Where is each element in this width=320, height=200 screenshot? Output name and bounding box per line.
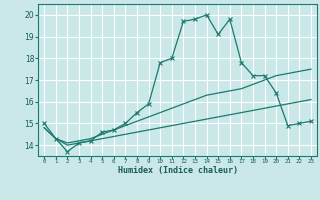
X-axis label: Humidex (Indice chaleur): Humidex (Indice chaleur) (118, 166, 238, 175)
